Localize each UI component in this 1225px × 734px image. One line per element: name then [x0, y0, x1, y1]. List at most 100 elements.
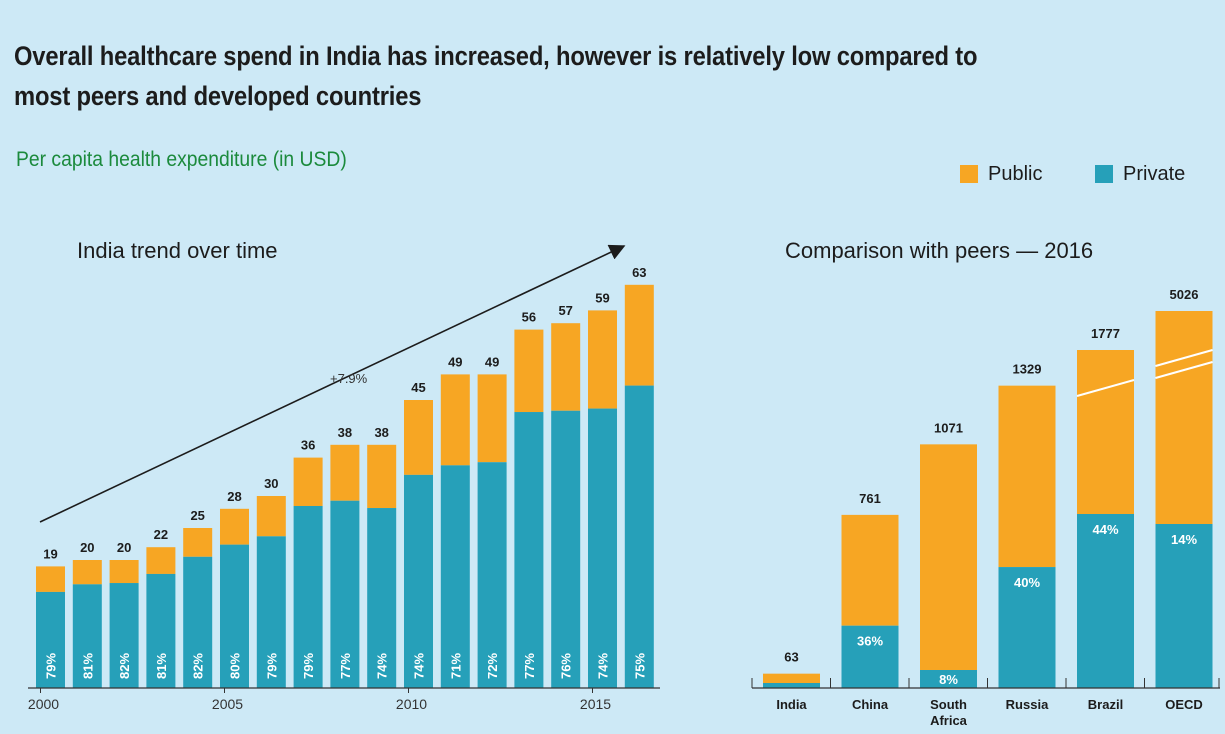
share-label-2010: 74%: [412, 653, 427, 679]
legend-private: Private: [1095, 163, 1185, 186]
bar-public-2010: [404, 400, 433, 475]
total-label-2001: 20: [80, 540, 94, 555]
bar-public-2005: [220, 508, 249, 545]
peer-total-label-south-africa: 1071: [934, 420, 963, 435]
share-label-2005: 80%: [228, 653, 243, 679]
left-tick-label-2005: 2005: [212, 696, 243, 712]
peer-total-label-russia: 1329: [1013, 362, 1042, 377]
bar-public-2006: [256, 496, 286, 537]
bar-public-2004: [183, 528, 213, 557]
share-label-2002: 82%: [117, 653, 132, 679]
right-chart-title: Comparison with peers — 2016: [785, 238, 1093, 263]
bar-private-2011: [440, 465, 470, 688]
bar-public-2011: [440, 374, 470, 466]
peer-share-label-oecd: 14%: [1171, 532, 1197, 547]
total-label-2008: 38: [338, 425, 352, 440]
legend-public-swatch: [960, 165, 978, 183]
bar-public-2012: [477, 374, 507, 463]
bar-public-2003: [146, 547, 176, 574]
bar-private-2015: [588, 408, 617, 688]
bar-private-2003: [146, 573, 176, 688]
bar-public-2009: [367, 444, 397, 509]
bar-public-2007: [293, 457, 323, 506]
peer-bar-public-china: [841, 514, 899, 626]
peer-bar-private-china: [841, 625, 899, 688]
bar-private-2002: [109, 583, 139, 688]
bar-public-2001: [72, 560, 102, 585]
total-label-2009: 38: [374, 425, 388, 440]
bar-private-2009: [367, 508, 397, 688]
total-label-2006: 30: [264, 476, 278, 491]
bar-public-2014: [551, 323, 581, 411]
peer-bar-public-brazil: [1077, 350, 1134, 514]
peer-bar-private-oecd: [1155, 524, 1213, 688]
total-label-2003: 22: [154, 527, 168, 542]
share-label-2011: 71%: [448, 653, 463, 679]
left-tick-label-2010: 2010: [396, 696, 427, 712]
share-label-2003: 81%: [154, 653, 169, 679]
axis-break-a-oecd: [1155, 349, 1213, 367]
share-label-2014: 76%: [559, 653, 574, 679]
total-label-2010: 45: [411, 380, 425, 395]
peer-bar-private-south-africa: [920, 670, 977, 688]
bar-private-2001: [72, 584, 102, 688]
bar-private-2012: [477, 462, 507, 688]
bar-public-2015: [588, 310, 617, 409]
share-label-2008: 77%: [338, 653, 353, 679]
peer-total-label-brazil: 1777: [1091, 326, 1120, 341]
legend-private-swatch: [1095, 165, 1113, 183]
page-title: Overall healthcare spend in India has in…: [14, 41, 978, 111]
bar-private-2007: [293, 505, 323, 688]
peer-category-label-india: India: [776, 697, 807, 712]
peer-share-label-brazil: 44%: [1092, 522, 1118, 537]
bar-private-2005: [220, 544, 249, 688]
bar-private-2008: [330, 500, 360, 688]
legend-private-label: Private: [1123, 163, 1186, 185]
total-label-2013: 56: [522, 310, 536, 325]
total-label-2002: 20: [117, 540, 131, 555]
peer-category-label-china: China: [852, 697, 889, 712]
bar-private-2013: [514, 412, 544, 688]
peer-total-label-china: 761: [859, 491, 881, 506]
peer-total-label-oecd: 5026: [1170, 287, 1199, 302]
legend-public-label: Public: [988, 163, 1043, 185]
peer-share-label-china: 36%: [857, 634, 883, 649]
total-label-2004: 25: [190, 508, 204, 523]
peer-total-label-india: 63: [784, 650, 798, 665]
total-label-2014: 57: [558, 303, 572, 318]
left-chart-title: India trend over time: [77, 238, 278, 263]
share-label-2001: 81%: [80, 653, 95, 679]
bar-private-2016: [624, 385, 654, 688]
share-label-2009: 74%: [375, 653, 390, 679]
total-label-2005: 28: [227, 489, 241, 504]
left-tick-label-2000: 2000: [28, 696, 59, 712]
peer-bar-public-oecd: [1155, 311, 1213, 524]
axis-break-b-oecd: [1155, 361, 1213, 379]
peer-bar-private-russia: [998, 567, 1056, 688]
bar-public-2013: [514, 329, 544, 413]
peer-category-label-oecd: OECD: [1165, 697, 1203, 712]
bar-private-2006: [256, 536, 286, 688]
share-label-2016: 75%: [632, 653, 647, 679]
bar-public-2000: [36, 566, 65, 592]
bar-private-2004: [183, 556, 213, 688]
peer-bar-public-south-africa: [920, 444, 977, 670]
total-label-2012: 49: [485, 354, 499, 369]
share-label-2004: 82%: [191, 653, 206, 679]
total-label-2007: 36: [301, 438, 315, 453]
peer-share-label-russia: 40%: [1014, 575, 1040, 590]
share-label-2013: 77%: [522, 653, 537, 679]
total-label-2000: 19: [43, 546, 57, 561]
peer-bar-public-russia: [998, 385, 1056, 568]
peer-bar-public-india: [763, 673, 820, 683]
share-label-2012: 72%: [485, 653, 500, 679]
peer-category-label-south-africa: South: [930, 697, 967, 712]
bar-private-2014: [551, 410, 581, 688]
bar-public-2002: [109, 560, 139, 584]
trend-arrow: [39, 244, 626, 523]
peer-share-label-south-africa: 8%: [939, 672, 958, 687]
peer-bar-private-india: [763, 683, 820, 688]
total-label-2011: 49: [448, 354, 462, 369]
total-label-2016: 63: [632, 265, 646, 280]
